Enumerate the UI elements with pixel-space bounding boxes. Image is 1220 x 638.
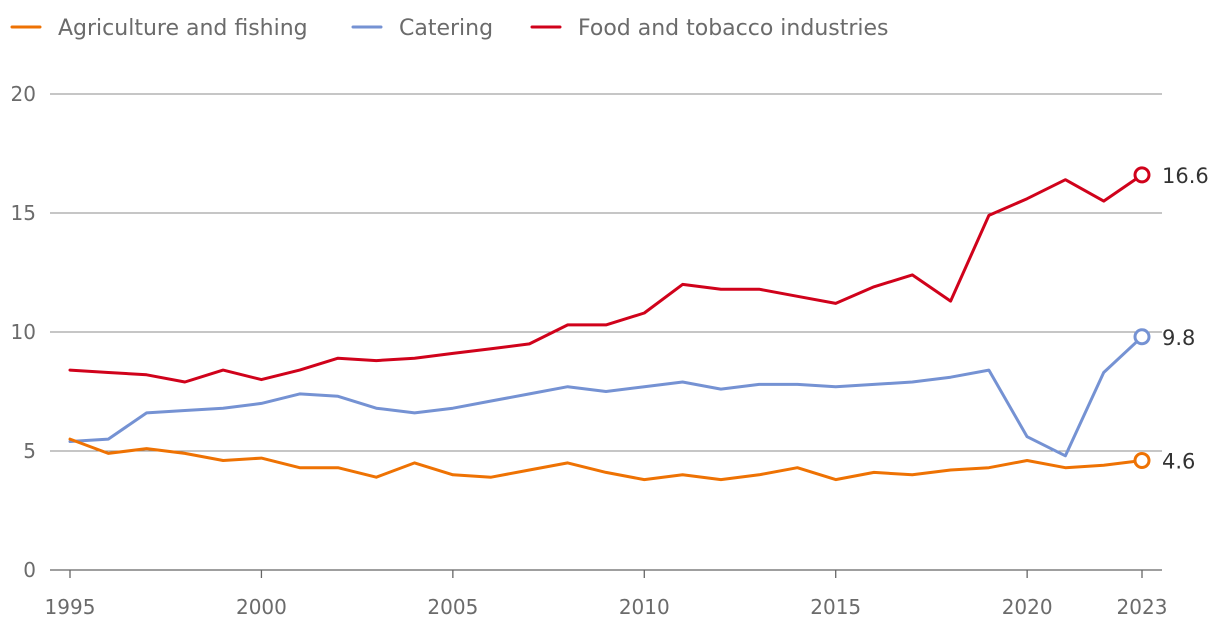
legend-label: Agriculture and fishing bbox=[58, 16, 308, 41]
x-tick-label: 1995 bbox=[45, 595, 96, 619]
end-value-label: 4.6 bbox=[1162, 450, 1195, 474]
end-markers: 4.6 9.8 16.6 bbox=[1133, 164, 1209, 474]
x-tick-label: 2015 bbox=[810, 595, 861, 619]
end-point-marker bbox=[1133, 328, 1151, 346]
x-axis: 1995 2000 2005 2010 2015 2020 2023 bbox=[45, 570, 1168, 619]
legend-item: Catering bbox=[351, 16, 493, 41]
legend-label: Catering bbox=[399, 16, 493, 41]
y-tick-label: 15 bbox=[11, 201, 36, 225]
gridlines bbox=[50, 93, 1162, 571]
legend-label: Food and tobacco industries bbox=[578, 16, 889, 41]
end-value-label: 16.6 bbox=[1162, 164, 1209, 188]
series-group bbox=[68, 173, 1144, 482]
x-tick-label: 2023 bbox=[1117, 595, 1168, 619]
x-tick-label: 2005 bbox=[427, 595, 478, 619]
end-point-marker bbox=[1133, 452, 1151, 470]
x-tick-label: 2010 bbox=[619, 595, 670, 619]
x-tick-label: 2000 bbox=[236, 595, 287, 619]
y-tick-label: 20 bbox=[11, 82, 36, 106]
end-point-marker bbox=[1133, 166, 1151, 184]
legend-item: Food and tobacco industries bbox=[530, 16, 889, 41]
legend-item: Agriculture and fishing bbox=[10, 16, 308, 41]
legend: Agriculture and fishing Catering Food and … bbox=[10, 16, 889, 41]
y-axis: 0 5 10 15 20 bbox=[11, 82, 36, 582]
y-tick-label: 5 bbox=[23, 439, 36, 463]
y-tick-label: 10 bbox=[11, 320, 36, 344]
series-line-0 bbox=[68, 437, 1144, 482]
y-tick-label: 0 bbox=[23, 558, 36, 582]
end-value-label: 9.8 bbox=[1162, 326, 1195, 350]
series-line-2 bbox=[68, 173, 1144, 384]
series-line-1 bbox=[68, 335, 1144, 458]
x-tick-label: 2020 bbox=[1002, 595, 1053, 619]
